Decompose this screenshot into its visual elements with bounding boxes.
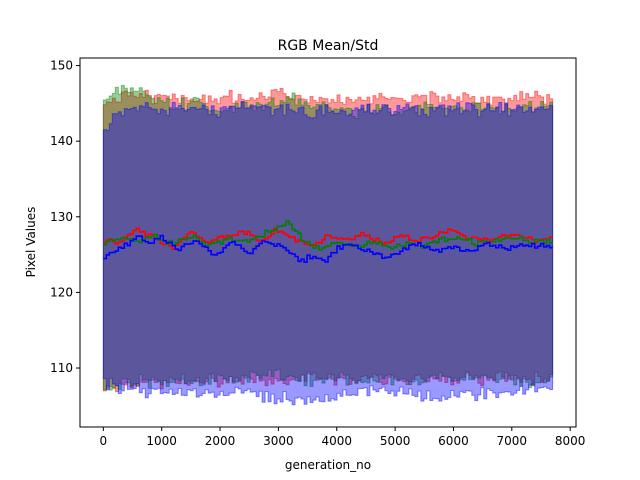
mean-line-blue — [103, 234, 553, 263]
x-axis-ticks: 0 1000 2000 3000 4000 5000 6000 7000 8000 — [100, 427, 586, 448]
y-tick-label: 130 — [50, 210, 73, 224]
mean-line-green — [103, 220, 553, 251]
x-tick-label: 1000 — [146, 434, 177, 448]
x-tick-label: 8000 — [555, 434, 586, 448]
y-tick-label: 140 — [50, 134, 73, 148]
std-band-red — [102, 87, 554, 393]
x-tick-label: 5000 — [380, 434, 411, 448]
mean-lines — [103, 220, 553, 263]
x-tick-label: 4000 — [321, 434, 352, 448]
x-tick-label: 0 — [100, 434, 108, 448]
x-tick-label: 7000 — [497, 434, 528, 448]
std-band-blue — [102, 101, 554, 406]
y-tick-label: 120 — [50, 285, 73, 299]
y-axis-label: Pixel Values — [24, 207, 38, 278]
x-tick-label: 3000 — [263, 434, 294, 448]
y-tick-label: 150 — [50, 59, 73, 73]
chart-title: RGB Mean/Std — [278, 38, 379, 54]
y-axis-ticks: 110 120 130 140 150 — [50, 59, 80, 375]
y-tick-label: 110 — [50, 361, 73, 375]
x-tick-label: 6000 — [438, 434, 469, 448]
std-bands — [102, 84, 554, 406]
x-axis-label: generation_no — [285, 458, 371, 472]
x-tick-label: 2000 — [205, 434, 236, 448]
std-band-green — [102, 84, 554, 391]
plot-frame — [79, 57, 577, 428]
